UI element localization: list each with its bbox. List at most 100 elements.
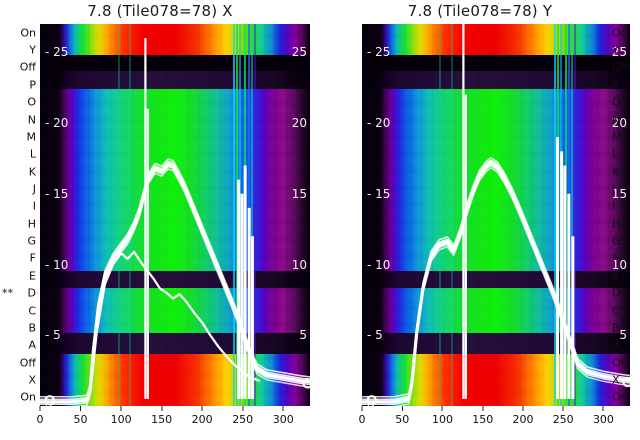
heatmap-band-0	[40, 24, 310, 56]
ytick-left-5: - 5	[367, 328, 383, 343]
category-label-x-20: X	[612, 373, 620, 387]
category-label-off-19: Off	[19, 356, 36, 370]
category-label-o-4: O	[612, 95, 621, 109]
category-label-g-12: G	[27, 234, 36, 248]
trace-line	[394, 166, 630, 406]
category-label-j-9: J	[612, 182, 616, 196]
ytick-left-25: - 25	[45, 45, 69, 60]
ytick-right-5: 5	[619, 328, 627, 343]
category-label-b-17: B	[612, 321, 620, 335]
category-label-m-6: M	[26, 130, 37, 144]
xtick-50: 50	[74, 406, 88, 425]
trace-overlay	[40, 38, 310, 406]
ytick-right-15: 15	[291, 186, 307, 201]
ytick-right-20: 20	[611, 116, 627, 131]
ytick-right-10: 10	[611, 257, 627, 272]
panel-y-plot-area[interactable]: 0- 5- 10- 15- 20- 25 5 10 15 20 25	[362, 24, 630, 406]
ytick-left-5: - 5	[45, 328, 61, 343]
heatmap-band-5	[362, 288, 630, 334]
category-axis-right: On Y Off P O N M L K J I H G F E D C B A Off X On	[612, 24, 640, 406]
category-label-off-19: Off	[612, 356, 629, 370]
category-label-k-8: K	[612, 165, 620, 179]
heatmap-band-2	[362, 70, 630, 89]
xtick-300: 300	[593, 406, 614, 425]
category-label-on-0: On	[20, 26, 36, 40]
category-label-g-12: G	[612, 234, 621, 248]
heatmap-band-1	[362, 55, 630, 71]
ytick-left-15: - 15	[367, 186, 391, 201]
category-axis-left: On Y Off P O N M L K J I H G F E D C B A Off X On	[0, 24, 36, 406]
trace-overlay	[362, 24, 630, 406]
xtick-100: 100	[432, 406, 453, 425]
category-label-c-16: C	[28, 304, 36, 317]
category-label-m-6: M	[612, 130, 622, 144]
ytick-left-15: - 15	[45, 186, 69, 201]
xtick-300: 300	[273, 406, 294, 425]
xtick-200: 200	[192, 406, 213, 425]
category-label-n-5: N	[27, 113, 36, 126]
panel-y-title: 7.8 (Tile078=78) Y	[407, 2, 553, 20]
xtick-250: 250	[553, 406, 574, 425]
category-label-b-17: B	[28, 321, 36, 335]
ytick-left-20: - 20	[367, 116, 391, 131]
category-label-p-3: P	[612, 78, 619, 92]
trace-line	[362, 161, 630, 404]
baseline-marker	[622, 376, 630, 388]
category-label-a-18: A	[612, 338, 620, 352]
xtick-0: 0	[37, 406, 44, 425]
panel-x-title: 7.8 (Tile078=78) X	[87, 2, 233, 20]
panel-x-xaxis: 0 50 100 150 200 250 300	[37, 406, 310, 440]
category-label-j-9: J	[32, 182, 36, 196]
heatmap-band-2	[40, 70, 310, 89]
xtick-150: 150	[151, 406, 172, 425]
category-label-d-15: D	[27, 286, 36, 300]
category-label-e-14: E	[612, 269, 619, 283]
ytick-left-10: - 10	[45, 257, 69, 272]
ytick-right-15: 15	[611, 186, 627, 201]
panel-y[interactable]: 7.8 (Tile078=78) Y 0 - 5 - 10 - 15 - 20 - 25 5…	[320, 0, 640, 440]
panel-x[interactable]: 7.8 (Tile078=78) X 0 - 5 - 10 - 15 - 20 - 25 5…	[0, 0, 320, 440]
category-label-e-14: E	[29, 269, 36, 283]
heatmap-band-0	[362, 24, 630, 56]
xtick-200: 200	[512, 406, 533, 425]
category-label-a-18: A	[28, 338, 36, 352]
trace-line	[362, 159, 630, 401]
trace-line	[40, 158, 310, 398]
category-label-off-2: Off	[612, 60, 629, 74]
category-label-f-13: F	[612, 251, 619, 265]
ytick-left-20: - 20	[45, 116, 69, 131]
category-label-k-8: K	[28, 165, 36, 179]
category-label-l-7: L	[612, 147, 619, 161]
category-label-on-21: On	[20, 390, 36, 404]
category-marker-star: **	[2, 286, 13, 300]
category-label-h-11: H	[27, 217, 36, 231]
category-label-d-15: D	[612, 286, 621, 300]
category-label-on-21: On	[612, 390, 628, 404]
ytick-right-5: 5	[299, 328, 307, 343]
panel-y-xaxis: 0 50 100 150 200 250 300	[359, 406, 630, 440]
xtick-250: 250	[232, 406, 253, 425]
category-label-y-1: Y	[612, 43, 619, 57]
ytick-left-10: - 10	[367, 257, 391, 272]
ytick-right-20: 20	[291, 116, 307, 131]
category-label-x-20: X	[28, 373, 36, 387]
xtick-100: 100	[111, 406, 132, 425]
ytick-right-25: 25	[291, 45, 307, 60]
heatmap-band-3	[40, 88, 310, 271]
panel-x-plot-area[interactable]: 0- 5- 10- 15- 20- 25 5 10 15 20 25	[40, 24, 310, 406]
trace-line	[89, 250, 261, 393]
trace-line	[40, 162, 310, 404]
trace-line	[362, 156, 630, 398]
xtick-150: 150	[472, 406, 493, 425]
ytick-left-25: - 25	[367, 45, 391, 60]
category-label-o-4: O	[27, 95, 36, 109]
category-label-c-16: C	[612, 304, 620, 317]
heatmap-band-1	[40, 55, 310, 71]
category-label-off-2: Off	[19, 60, 36, 74]
category-label-i-10: I	[32, 199, 36, 213]
baseline-marker	[366, 395, 377, 406]
category-label-y-1: Y	[29, 43, 36, 57]
category-label-f-13: F	[29, 251, 36, 265]
category-label-on-0: On	[612, 26, 628, 40]
